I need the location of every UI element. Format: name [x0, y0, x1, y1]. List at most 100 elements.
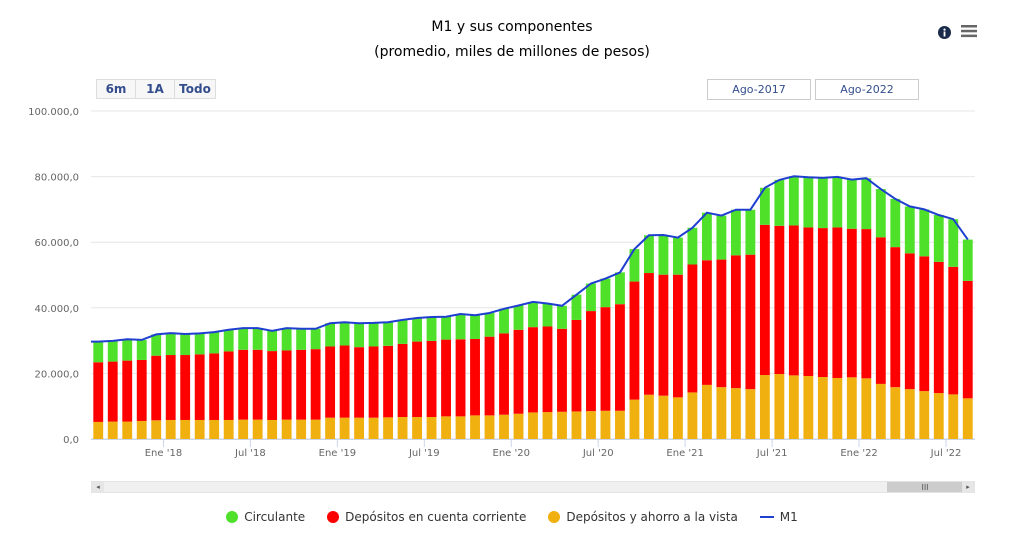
- bar-dep-sitos-y-ahorro-a-la-vista: [716, 387, 727, 439]
- x-tick-label: Ene '20: [493, 448, 530, 459]
- bar-dep-sitos-y-ahorro-a-la-vista: [528, 412, 538, 439]
- bar-dep-sitos-y-ahorro-a-la-vista: [397, 417, 408, 439]
- info-icon[interactable]: [938, 24, 951, 43]
- legend-label: M1: [779, 510, 798, 524]
- bar-dep-sitos-y-ahorro-a-la-vista: [252, 419, 263, 439]
- bar-dep-sitos-en-cuenta-corriente: [281, 350, 292, 420]
- bar-dep-sitos-en-cuenta-corriente: [774, 225, 785, 375]
- legend-item-depositos-ahorro-vista[interactable]: Depósitos y ahorro a la vista: [548, 510, 738, 524]
- bar-circulante: [571, 294, 582, 320]
- bar-dep-sitos-y-ahorro-a-la-vista: [484, 415, 495, 439]
- bar-dep-sitos-en-cuenta-corriente: [136, 359, 147, 421]
- legend-item-m1[interactable]: M1: [759, 510, 798, 524]
- bar-dep-sitos-y-ahorro-a-la-vista: [426, 417, 437, 439]
- x-axis: Ene '18 Jul '18 Ene '19 Jul '19 Ene '20 Jul '…: [91, 439, 975, 459]
- bar-circulante: [296, 328, 307, 350]
- bar-dep-sitos-y-ahorro-a-la-vista: [281, 419, 292, 439]
- bar-circulante: [933, 214, 944, 262]
- x-tick-label: Jul '21: [756, 448, 788, 459]
- x-tick-label: Ene '22: [840, 448, 877, 459]
- bar-dep-sitos-y-ahorro-a-la-vista: [542, 412, 553, 439]
- bar-dep-sitos-y-ahorro-a-la-vista: [368, 417, 379, 439]
- bar-dep-sitos-en-cuenta-corriente: [122, 360, 133, 422]
- scroll-right-arrow-icon[interactable]: ▸: [962, 482, 974, 492]
- bar-dep-sitos-y-ahorro-a-la-vista: [557, 411, 567, 439]
- bar-dep-sitos-en-cuenta-corriente: [107, 361, 118, 422]
- bar-circulante: [412, 317, 422, 342]
- bar-dep-sitos-en-cuenta-corriente: [615, 304, 625, 411]
- bar-circulante: [890, 198, 901, 248]
- bar-dep-sitos-en-cuenta-corriente: [252, 349, 263, 420]
- bar-dep-sitos-y-ahorro-a-la-vista: [817, 377, 828, 439]
- bar-dep-sitos-y-ahorro-a-la-vista: [455, 416, 466, 439]
- range-from-input[interactable]: Ago-2017: [707, 79, 811, 100]
- range-todo-button[interactable]: Todo: [174, 79, 216, 99]
- range-6m-button[interactable]: 6m: [96, 79, 136, 99]
- bar-dep-sitos-y-ahorro-a-la-vista: [745, 389, 756, 439]
- bar-circulante: [962, 239, 973, 281]
- bar-circulante: [542, 303, 553, 327]
- bar-circulante: [846, 179, 857, 229]
- range-to-input[interactable]: Ago-2022: [815, 79, 919, 100]
- bar-circulante: [499, 308, 509, 334]
- bar-circulante: [122, 339, 133, 361]
- bar-dep-sitos-en-cuenta-corriente: [180, 355, 191, 420]
- bar-dep-sitos-y-ahorro-a-la-vista: [412, 417, 422, 439]
- bar-dep-sitos-y-ahorro-a-la-vista: [107, 421, 118, 439]
- hamburger-menu-icon[interactable]: [961, 23, 977, 42]
- bar-circulante: [904, 206, 915, 254]
- bar-dep-sitos-en-cuenta-corriente: [745, 254, 756, 390]
- bar-dep-sitos-en-cuenta-corriente: [194, 354, 205, 420]
- bar-dep-sitos-en-cuenta-corriente: [933, 261, 944, 394]
- navigator-scrollbar[interactable]: ◂ III ▸: [91, 481, 975, 493]
- y-axis: 0,0 20.000,0 40.000,0 60.000,0 80.000,0 100.0…: [28, 107, 79, 446]
- bar-dep-sitos-y-ahorro-a-la-vista: [586, 411, 596, 439]
- x-tick-label: Jul '18: [234, 448, 266, 459]
- legend-label: Depósitos y ahorro a la vista: [566, 510, 738, 524]
- legend-dot-icon: [327, 511, 340, 523]
- bar-dep-sitos-y-ahorro-a-la-vista: [136, 420, 147, 439]
- bar-dep-sitos-en-cuenta-corriente: [629, 281, 640, 400]
- bar-dep-sitos-en-cuenta-corriente: [412, 341, 422, 418]
- bar-dep-sitos-en-cuenta-corriente: [470, 338, 480, 416]
- bar-dep-sitos-y-ahorro-a-la-vista: [310, 419, 321, 439]
- bar-circulante: [470, 315, 480, 339]
- bar-dep-sitos-en-cuenta-corriente: [267, 351, 278, 420]
- x-tick-label: Jul '20: [582, 448, 614, 459]
- bar-circulante: [223, 329, 234, 352]
- bar-dep-sitos-en-cuenta-corriente: [861, 229, 872, 379]
- bar-dep-sitos-en-cuenta-corriente: [948, 266, 959, 395]
- bar-dep-sitos-en-cuenta-corriente: [296, 349, 307, 420]
- bar-dep-sitos-en-cuenta-corriente: [832, 227, 843, 378]
- bar-dep-sitos-y-ahorro-a-la-vista: [629, 399, 640, 439]
- bar-circulante: [875, 189, 886, 238]
- bar-dep-sitos-en-cuenta-corriente: [310, 349, 321, 420]
- bar-dep-sitos-en-cuenta-corriente: [93, 362, 104, 422]
- y-tick-label: 20.000,0: [34, 369, 79, 380]
- bar-dep-sitos-y-ahorro-a-la-vista: [919, 391, 930, 439]
- bar-dep-sitos-en-cuenta-corriente: [658, 274, 669, 396]
- bar-dep-sitos-en-cuenta-corriente: [962, 280, 973, 399]
- bar-circulante: [615, 272, 625, 305]
- bar-dep-sitos-y-ahorro-a-la-vista: [354, 417, 365, 439]
- bar-dep-sitos-en-cuenta-corriente: [542, 326, 553, 413]
- bar-dep-sitos-y-ahorro-a-la-vista: [267, 419, 278, 439]
- m1-line-series: [91, 175, 969, 343]
- range-1a-button[interactable]: 1A: [135, 79, 175, 99]
- scrollbar-thumb[interactable]: III: [887, 482, 963, 492]
- bar-dep-sitos-y-ahorro-a-la-vista: [223, 419, 234, 439]
- bar-dep-sitos-en-cuenta-corriente: [499, 333, 509, 415]
- bar-circulante: [528, 301, 538, 328]
- bar-dep-sitos-y-ahorro-a-la-vista: [470, 415, 480, 439]
- bar-dep-sitos-y-ahorro-a-la-vista: [875, 383, 886, 439]
- bar-dep-sitos-y-ahorro-a-la-vista: [904, 389, 915, 439]
- legend-item-circulante[interactable]: Circulante: [226, 510, 305, 524]
- scroll-left-arrow-icon[interactable]: ◂: [92, 482, 104, 492]
- bar-dep-sitos-en-cuenta-corriente: [730, 255, 741, 389]
- bar-circulante: [629, 249, 640, 282]
- legend-item-depositos-cuenta-corriente[interactable]: Depósitos en cuenta corriente: [327, 510, 526, 524]
- bar-dep-sitos-en-cuenta-corriente: [354, 347, 365, 418]
- bar-circulante: [701, 212, 712, 261]
- bar-dep-sitos-y-ahorro-a-la-vista: [600, 410, 611, 439]
